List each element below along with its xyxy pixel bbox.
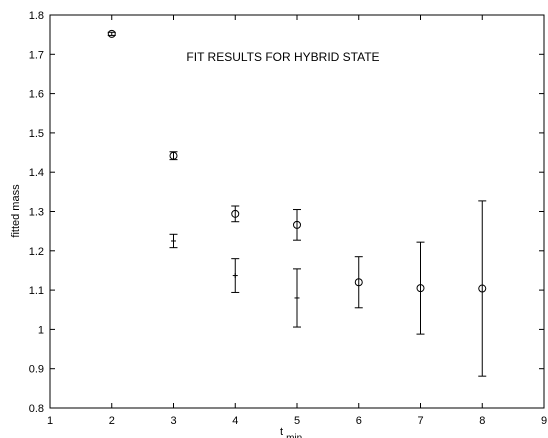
x-tick-label: 7 [417, 415, 423, 427]
x-axis-label-main: t [280, 426, 283, 438]
x-tick-label: 2 [109, 415, 115, 427]
y-tick-label: 1.3 [29, 207, 44, 219]
x-tick-label: 1 [47, 415, 53, 427]
x-tick-label: 3 [170, 415, 176, 427]
y-tick-label: 0.8 [29, 403, 44, 415]
circle-marker [478, 284, 487, 293]
y-tick-label: 1.5 [29, 128, 44, 140]
circle-marker [293, 220, 301, 229]
plus-marker [232, 273, 238, 279]
y-ticks [50, 14, 544, 409]
x-tick-label: 5 [294, 415, 300, 427]
markers [107, 29, 487, 301]
x-tick-label: 8 [479, 415, 485, 427]
y-tick-label: 1 [38, 324, 44, 336]
y-axis-label: fitted mass [10, 184, 22, 238]
circle-marker [416, 284, 425, 293]
x-axis-label: tmin [280, 426, 302, 438]
error-bars [107, 31, 487, 377]
plus-marker [294, 295, 300, 301]
x-ticks [49, 15, 545, 408]
y-tick-label: 1.1 [29, 285, 44, 297]
plus-marker [171, 238, 176, 244]
x-tick-label: 9 [541, 415, 547, 427]
chart-title: FIT RESULTS FOR HYBRID STATE [186, 50, 379, 64]
y-tick-label: 1.7 [29, 49, 44, 61]
y-tick-label: 1.4 [29, 167, 44, 179]
y-tick-label: 1.8 [29, 10, 44, 22]
circle-marker [354, 278, 363, 287]
y-tick-label: 1.6 [29, 89, 44, 101]
y-tick-labels: 0.8 0.9 1 1.1 1.2 1.3 1.4 1.5 1.6 1.7 1.8 [29, 10, 44, 415]
circle-marker [231, 209, 240, 218]
x-axis-label-subscript: min [286, 433, 302, 438]
x-tick-labels: 1 2 3 4 5 6 7 8 9 [47, 415, 547, 427]
x-tick-label: 6 [356, 415, 362, 427]
y-tick-label: 0.9 [29, 364, 44, 376]
circle-marker [107, 29, 116, 38]
y-tick-label: 1.2 [29, 246, 44, 258]
circle-marker [169, 151, 178, 160]
x-tick-label: 4 [232, 415, 238, 427]
